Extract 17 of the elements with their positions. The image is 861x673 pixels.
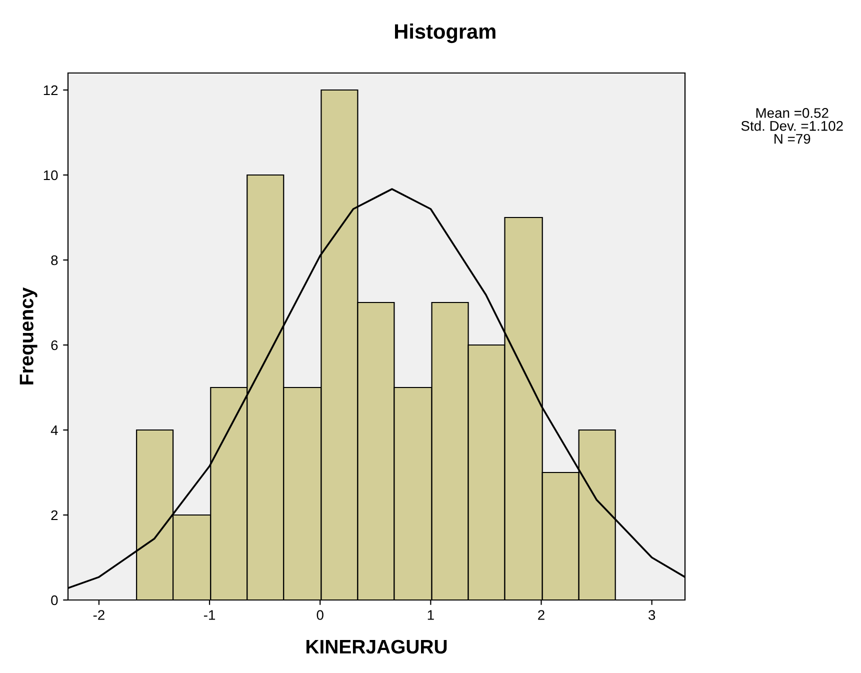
y-tick-label: 0 [51, 595, 58, 606]
x-axis-title: KINERJAGURU [306, 640, 447, 654]
y-tick-label: 10 [44, 170, 58, 180]
text: Mean =0.52 Std. Dev. =1.102 N =79 [741, 108, 843, 144]
x-tick-label: 1 [428, 610, 434, 620]
x-tick-label: 0 [316, 610, 324, 620]
y-tick-label: 6 [51, 340, 58, 350]
x-tick-label: -2 [93, 610, 104, 620]
y-tick-label: 12 [44, 85, 58, 96]
y-tick-label: 8 [51, 255, 58, 266]
y-tick-label: 4 [50, 425, 58, 436]
y-axis-title: Frequency [20, 287, 38, 384]
x-tick-label: 3 [648, 610, 656, 620]
chart-title: Histogram [395, 24, 496, 44]
y-tick-label: 2 [51, 510, 58, 520]
x-tick-label: 2 [538, 610, 544, 620]
x-tick-label: -1 [204, 610, 216, 620]
